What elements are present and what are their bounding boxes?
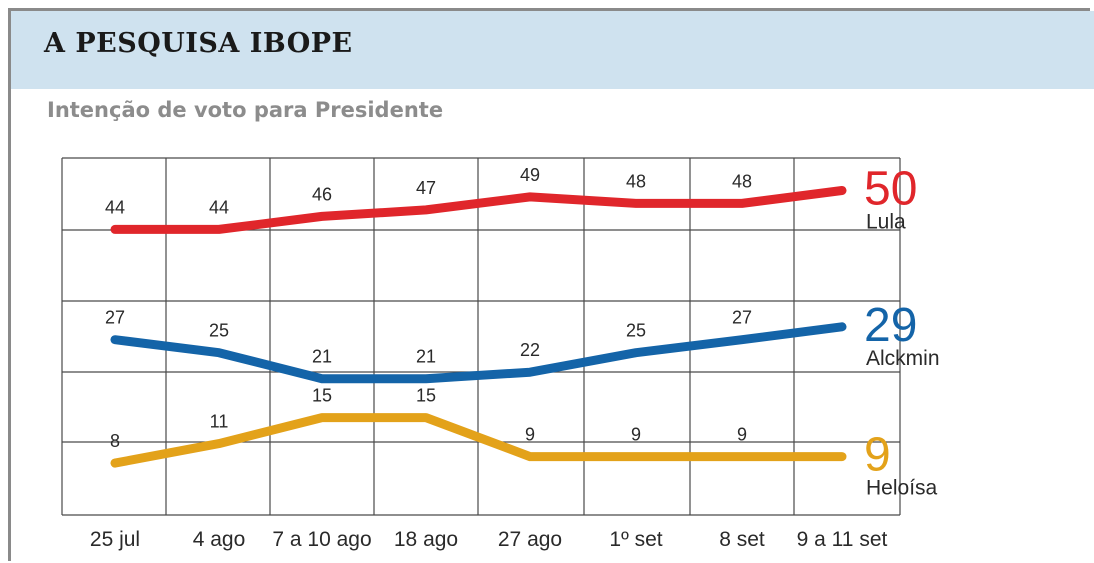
data-label: 48 [732, 171, 752, 191]
data-label: 11 [210, 412, 229, 432]
data-label: 44 [105, 197, 125, 217]
data-label: 21 [312, 347, 332, 367]
data-label: 15 [312, 386, 332, 406]
data-label: 21 [416, 347, 436, 367]
data-label: 48 [626, 171, 646, 191]
x-tick-label: 4 ago [193, 528, 246, 551]
end-value-lula: 50 [864, 162, 917, 215]
series-name-lula: Lula [866, 210, 906, 233]
x-tick-label: 18 ago [394, 528, 458, 551]
series-line-alckmin [110, 322, 847, 384]
data-label: 25 [626, 321, 646, 341]
data-label: 27 [732, 308, 752, 328]
x-tick-label: 9 a 11 set [797, 528, 888, 551]
series-line-heloisa [110, 413, 847, 468]
data-label: 9 [737, 425, 747, 445]
page-title: A PESQUISA IBOPE [44, 28, 353, 59]
end-value-heloisa: 9 [864, 429, 891, 482]
header-bar [11, 11, 1094, 89]
data-label: 47 [416, 178, 436, 198]
x-tick-label: 25 jul [90, 528, 140, 551]
data-label: 27 [105, 308, 125, 328]
series-line-lula [110, 186, 847, 234]
data-label: 46 [312, 184, 332, 204]
data-label: 22 [520, 340, 540, 360]
x-tick-label: 1º set [609, 528, 662, 551]
data-label: 9 [525, 425, 535, 445]
data-label: 49 [520, 165, 540, 185]
data-label: 25 [209, 321, 229, 341]
data-label: 15 [416, 386, 436, 406]
data-label: 44 [209, 197, 229, 217]
x-tick-label: 27 ago [498, 528, 562, 551]
series-name-alckmin: Alckmin [866, 347, 940, 370]
chart-frame [8, 8, 1090, 561]
chart-title: Intenção de voto para Presidente [47, 98, 444, 122]
x-tick-label: 7 a 10 ago [272, 528, 371, 551]
data-label: 9 [631, 425, 641, 445]
series-name-heloisa: Heloísa [866, 477, 938, 500]
x-tick-label: 8 set [719, 528, 765, 551]
data-label: 8 [110, 431, 120, 451]
end-value-alckmin: 29 [864, 299, 917, 352]
